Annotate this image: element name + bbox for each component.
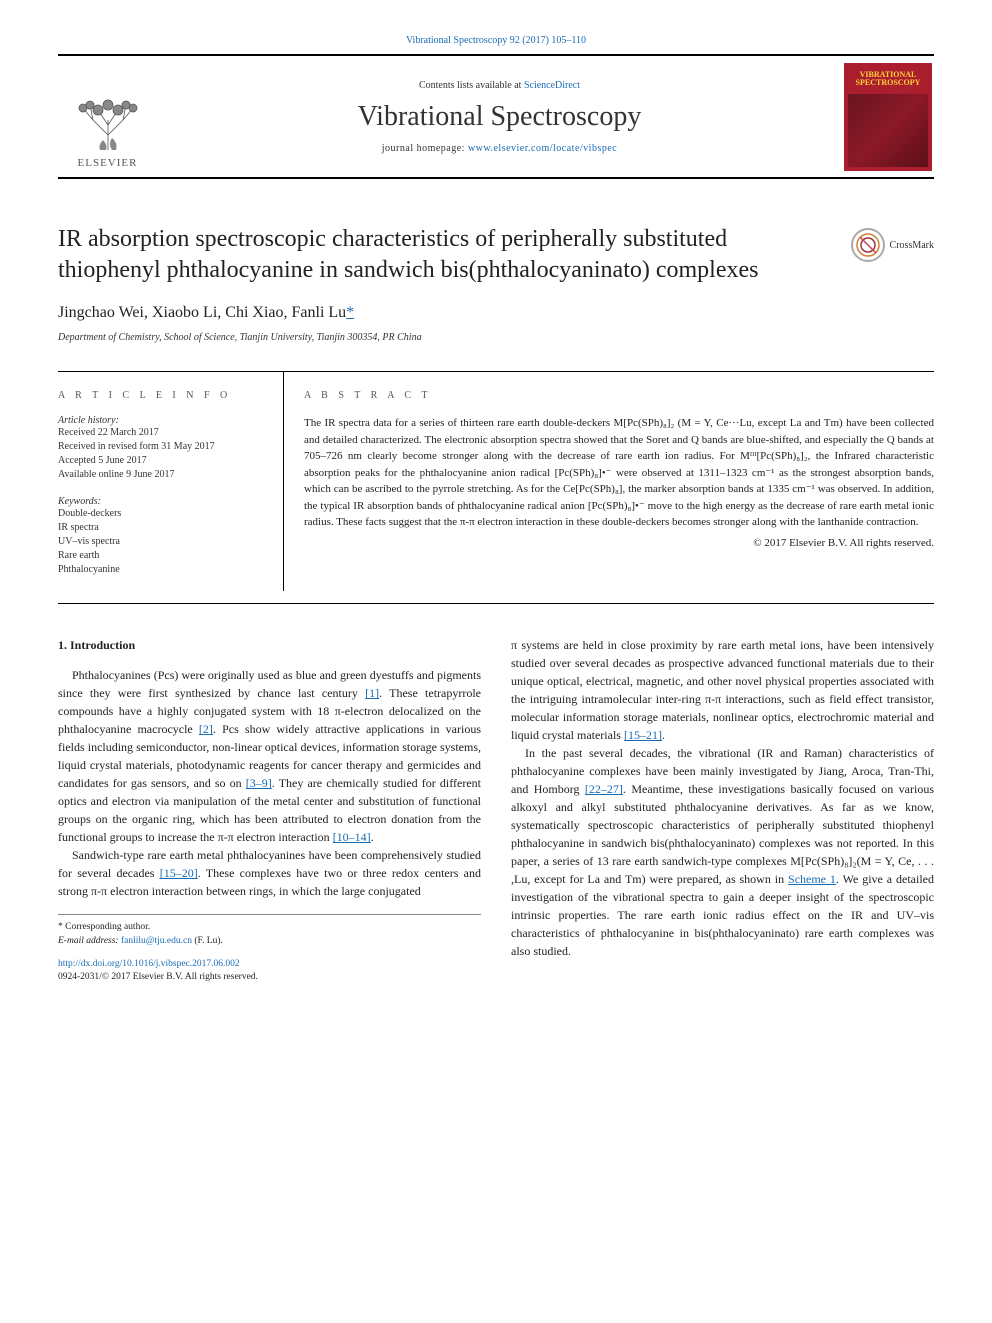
para-1: Phthalocyanines (Pcs) were originally us… — [58, 666, 481, 846]
contents-prefix: Contents lists available at — [419, 80, 524, 91]
ref-15-20[interactable]: [15–20] — [160, 866, 198, 880]
keywords-block: Keywords: Double-deckers IR spectra UV–v… — [58, 496, 263, 577]
p4b-text: . Meantime, these investigations basical… — [511, 782, 934, 886]
sciencedirect-link[interactable]: ScienceDirect — [524, 80, 580, 91]
citation-link[interactable]: Vibrational Spectroscopy 92 (2017) 105–1… — [406, 35, 586, 46]
journal-name: Vibrational Spectroscopy — [155, 101, 844, 133]
article-info-header: A R T I C L E I N F O — [58, 390, 263, 401]
homepage-prefix: journal homepage: — [382, 143, 468, 154]
p3b-text: . — [662, 728, 665, 742]
p1e-text: . — [371, 830, 374, 844]
journal-cover-title: VIBRATIONAL SPECTROSCOPY — [848, 71, 928, 89]
corresponding-author-footer: * Corresponding author. E-mail address: … — [58, 914, 481, 948]
keyword-0: Double-deckers — [58, 507, 263, 521]
ref-10-14[interactable]: [10–14] — [333, 830, 371, 844]
email-suffix: (F. Lu). — [192, 936, 223, 946]
abstract-copyright: © 2017 Elsevier B.V. All rights reserved… — [304, 537, 934, 549]
citation-header: Vibrational Spectroscopy 92 (2017) 105–1… — [0, 0, 992, 46]
para-2: Sandwich-type rare earth metal phthalocy… — [58, 846, 481, 900]
abstract-header: A B S T R A C T — [304, 390, 934, 401]
p3a-text: π systems are held in close proximity by… — [511, 638, 934, 742]
history-label: Article history: — [58, 415, 263, 426]
para-3: π systems are held in close proximity by… — [511, 636, 934, 744]
article-history-block: Article history: Received 22 March 2017 … — [58, 415, 263, 482]
para-4: In the past several decades, the vibrati… — [511, 744, 934, 960]
article-title: IR absorption spectroscopic characterist… — [58, 224, 836, 286]
elsevier-tree-icon — [68, 80, 148, 155]
corresponding-author-link[interactable]: * — [346, 304, 354, 321]
contents-line: Contents lists available at ScienceDirec… — [155, 80, 844, 91]
section-1-heading: 1. Introduction — [58, 636, 481, 654]
ref-2[interactable]: [2] — [199, 722, 213, 736]
ref-22-27[interactable]: [22–27] — [585, 782, 623, 796]
history-0: Received 22 March 2017 — [58, 426, 263, 440]
journal-banner: ELSEVIER Contents lists available at Sci… — [58, 54, 934, 179]
email-link[interactable]: fanlilu@tju.edu.cn — [121, 936, 192, 946]
doi-block: http://dx.doi.org/10.1016/j.vibspec.2017… — [58, 958, 481, 985]
abstract-bottom-rule — [58, 603, 934, 604]
homepage-line: journal homepage: www.elsevier.com/locat… — [155, 143, 844, 154]
crossmark-icon — [851, 228, 885, 262]
doi-link[interactable]: http://dx.doi.org/10.1016/j.vibspec.2017… — [58, 959, 240, 969]
email-line: E-mail address: fanlilu@tju.edu.cn (F. L… — [58, 935, 481, 948]
issn-copyright: 0924-2031/© 2017 Elsevier B.V. All right… — [58, 971, 481, 984]
ref-3-9[interactable]: [3–9] — [246, 776, 272, 790]
journal-cover-image — [848, 94, 928, 166]
elsevier-text: ELSEVIER — [78, 157, 138, 169]
scheme-1-link[interactable]: Scheme 1 — [788, 872, 836, 886]
ref-1[interactable]: [1] — [365, 686, 379, 700]
banner-center: Contents lists available at ScienceDirec… — [155, 72, 844, 162]
journal-cover: VIBRATIONAL SPECTROSCOPY — [844, 63, 932, 171]
authors: Jingchao Wei, Xiaobo Li, Chi Xiao, Fanli… — [58, 304, 934, 322]
history-1: Received in revised form 31 May 2017 — [58, 440, 263, 454]
title-row: IR absorption spectroscopic characterist… — [58, 224, 934, 286]
keyword-2: UV–vis spectra — [58, 535, 263, 549]
history-3: Available online 9 June 2017 — [58, 468, 263, 482]
info-abstract-row: A R T I C L E I N F O Article history: R… — [58, 371, 934, 591]
elsevier-logo: ELSEVIER — [60, 64, 155, 169]
abstract-column: A B S T R A C T The IR spectra data for … — [283, 372, 934, 591]
homepage-link[interactable]: www.elsevier.com/locate/vibspec — [468, 143, 617, 154]
affiliation: Department of Chemistry, School of Scien… — [58, 332, 934, 343]
abstract-text: The IR spectra data for a series of thir… — [304, 415, 934, 531]
crossmark-text: CrossMark — [890, 240, 934, 251]
corr-author-note: * Corresponding author. — [58, 921, 481, 934]
history-2: Accepted 5 June 2017 — [58, 454, 263, 468]
body-text: 1. Introduction Phthalocyanines (Pcs) we… — [58, 636, 934, 984]
author-names: Jingchao Wei, Xiaobo Li, Chi Xiao, Fanli… — [58, 304, 346, 321]
keyword-4: Phthalocyanine — [58, 563, 263, 577]
article-info: A R T I C L E I N F O Article history: R… — [58, 372, 283, 591]
email-label: E-mail address: — [58, 936, 121, 946]
keyword-3: Rare earth — [58, 549, 263, 563]
ref-15-21[interactable]: [15–21] — [624, 728, 662, 742]
keywords-label: Keywords: — [58, 496, 263, 507]
keyword-1: IR spectra — [58, 521, 263, 535]
crossmark-widget[interactable]: CrossMark — [851, 228, 934, 262]
